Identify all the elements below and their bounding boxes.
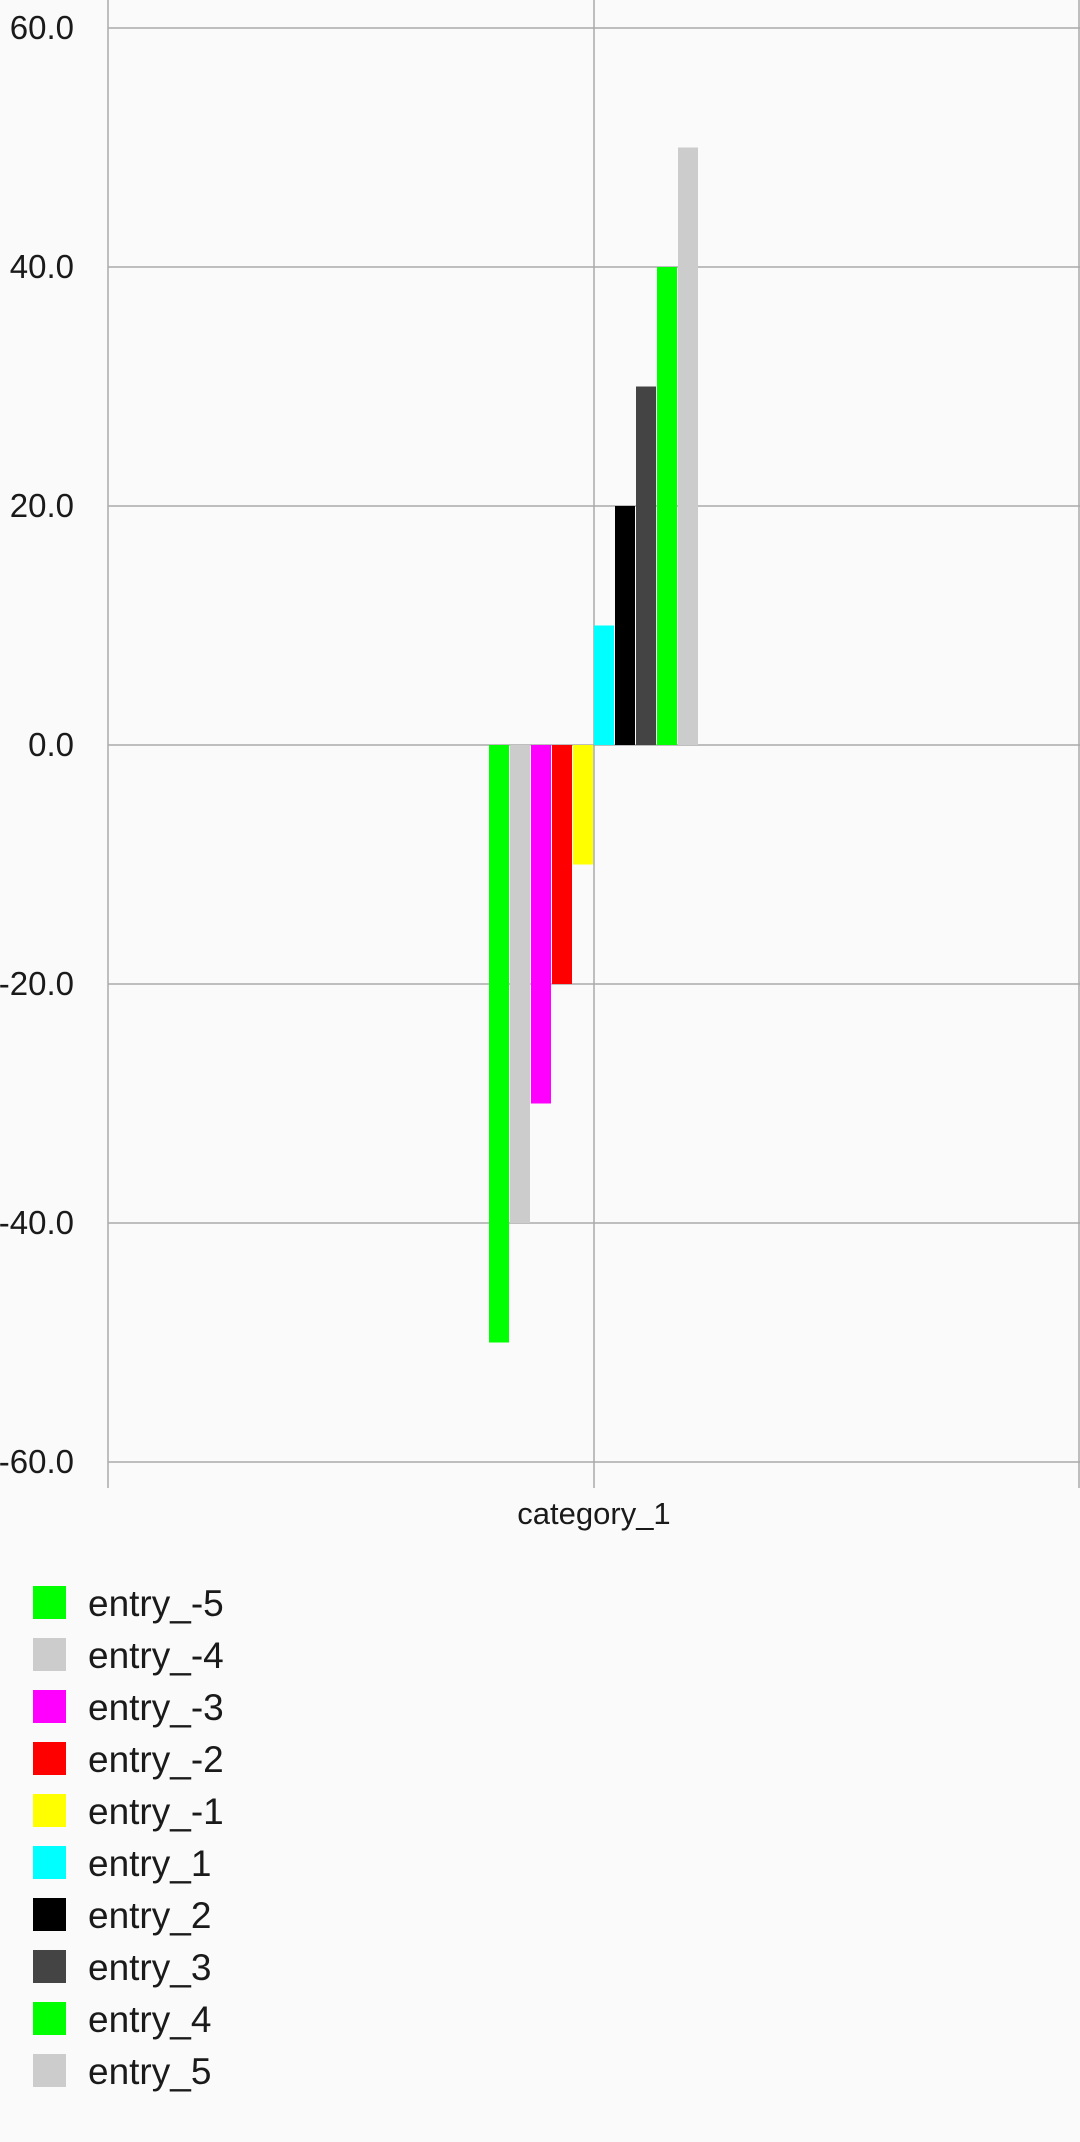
y-tick-label: -60.0: [0, 1443, 74, 1480]
legend-label: entry_-2: [88, 1739, 224, 1780]
bar-entry_1: [594, 625, 614, 745]
legend-item: entry_-4: [33, 1635, 224, 1676]
y-tick-label: 40.0: [10, 248, 74, 285]
x-axis-tick-labels: category_1: [517, 1496, 670, 1531]
bar-entry_4: [657, 267, 677, 745]
y-tick-label: 20.0: [10, 487, 74, 524]
legend-swatch: [33, 1794, 66, 1827]
y-axis-tick-labels: 60.0 40.0 20.0 0.0 -20.0 -40.0 -60.0: [0, 9, 74, 1480]
legend-label: entry_-1: [88, 1791, 224, 1832]
legend-label: entry_1: [88, 1843, 211, 1884]
legend-label: entry_-3: [88, 1687, 224, 1728]
legend-label: entry_4: [88, 1999, 211, 2040]
legend-swatch: [33, 2002, 66, 2035]
legend-item: entry_-2: [33, 1739, 224, 1780]
legend-item: entry_1: [33, 1843, 211, 1884]
legend-swatch: [33, 1898, 66, 1931]
bar-entry_5: [678, 147, 698, 745]
legend-label: entry_-5: [88, 1583, 224, 1624]
legend-swatch: [33, 1846, 66, 1879]
legend-swatch: [33, 1638, 66, 1671]
legend-item: entry_3: [33, 1947, 211, 1988]
legend-item: entry_4: [33, 1999, 211, 2040]
legend-item: entry_5: [33, 2051, 211, 2092]
bar-entry_-2: [552, 745, 572, 984]
y-tick-label: 0.0: [28, 726, 74, 763]
bar-entry_2: [615, 506, 635, 745]
legend-label: entry_-4: [88, 1635, 224, 1676]
y-tick-label: -40.0: [0, 1204, 74, 1241]
legend-item: entry_-5: [33, 1583, 224, 1624]
legend-swatch: [33, 1690, 66, 1723]
bar-entry_-1: [573, 745, 593, 865]
bar-entry_-4: [510, 745, 530, 1223]
bar-entry_3: [636, 386, 656, 745]
legend-swatch: [33, 1950, 66, 1983]
legend-item: entry_-1: [33, 1791, 224, 1832]
legend-swatch: [33, 1742, 66, 1775]
legend-item: entry_-3: [33, 1687, 224, 1728]
legend-item: entry_2: [33, 1895, 211, 1936]
legend-label: entry_2: [88, 1895, 211, 1936]
legend-label: entry_3: [88, 1947, 211, 1988]
bar-entry_-5: [489, 745, 509, 1343]
y-tick-label: -20.0: [0, 965, 74, 1002]
y-tick-label: 60.0: [10, 9, 74, 46]
x-tick-label: category_1: [517, 1496, 670, 1531]
legend: entry_-5 entry_-4 entry_-3 entry_-2 entry_-1…: [33, 1583, 224, 2092]
bar-entry_-3: [531, 745, 551, 1104]
legend-swatch: [33, 1586, 66, 1619]
legend-swatch: [33, 2054, 66, 2087]
bars: [489, 147, 698, 1343]
legend-label: entry_5: [88, 2051, 211, 2092]
